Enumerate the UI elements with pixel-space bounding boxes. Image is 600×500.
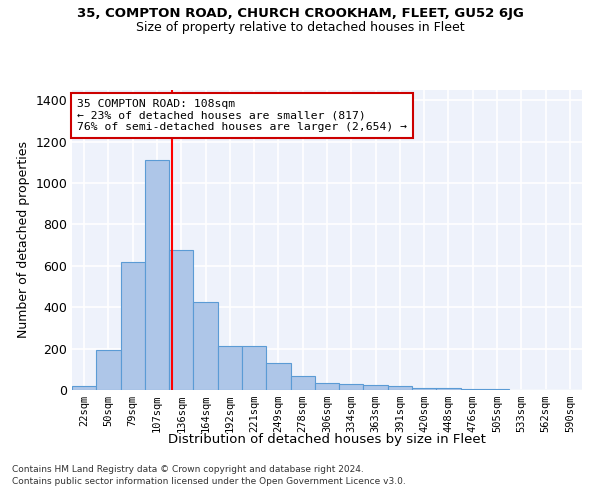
Bar [436,388,461,390]
Text: 35, COMPTON ROAD, CHURCH CROOKHAM, FLEET, GU52 6JG: 35, COMPTON ROAD, CHURCH CROOKHAM, FLEET… [77,8,523,20]
Bar [169,250,193,390]
Bar [72,386,96,390]
Text: Contains public sector information licensed under the Open Government Licence v3: Contains public sector information licen… [12,476,406,486]
Bar [412,388,436,390]
Text: Size of property relative to detached houses in Fleet: Size of property relative to detached ho… [136,21,464,34]
Bar [145,160,169,390]
Bar [193,302,218,390]
Bar [242,346,266,390]
Bar [218,346,242,390]
Bar [121,262,145,390]
Bar [315,384,339,390]
Bar [96,350,121,390]
Text: 35 COMPTON ROAD: 108sqm
← 23% of detached houses are smaller (817)
76% of semi-d: 35 COMPTON ROAD: 108sqm ← 23% of detache… [77,99,407,132]
Bar [290,376,315,390]
Y-axis label: Number of detached properties: Number of detached properties [17,142,30,338]
Bar [364,385,388,390]
Bar [266,363,290,390]
Text: Contains HM Land Registry data © Crown copyright and database right 2024.: Contains HM Land Registry data © Crown c… [12,466,364,474]
Text: Distribution of detached houses by size in Fleet: Distribution of detached houses by size … [168,432,486,446]
Bar [461,389,485,390]
Bar [339,384,364,390]
Bar [388,386,412,390]
